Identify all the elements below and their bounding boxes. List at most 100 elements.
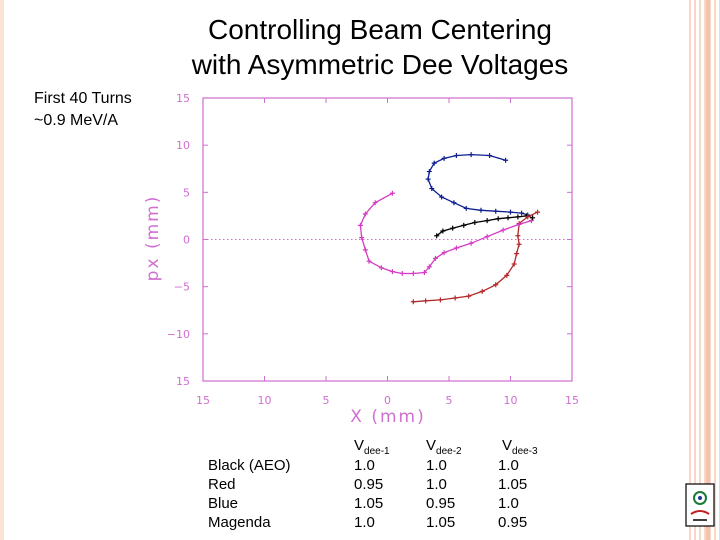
data-point [389,190,395,196]
x-tick-label: 15 [196,394,210,407]
subtitle-line-2: ~0.9 MeV/A [34,112,119,129]
series-1 [434,213,536,239]
data-point [530,215,536,221]
x-tick-label: 5 [446,394,453,407]
data-point [451,200,457,206]
data-point [493,208,499,214]
data-point [493,282,499,288]
data-point [468,152,474,158]
series-label: Blue [208,495,239,512]
vdee3-value: 1.05 [498,476,528,493]
data-point [495,216,501,222]
vdee3-column: Vdee-3 1.0 1.05 1.0 0.95 [498,436,538,532]
data-point [468,240,474,246]
x-tick-label: 10 [258,394,272,407]
y-tick-label: −10 [167,328,190,341]
data-point [441,155,447,161]
data-point [425,176,431,182]
vdee2-value: 1.0 [426,476,447,493]
x-tick-label: 10 [504,394,518,407]
vdee1-column: Vdee-1 1.0 0.95 1.05 1.0 [354,436,390,532]
data-point [504,272,510,278]
vdee1-value: 0.95 [354,476,384,493]
data-point [515,233,521,239]
vdee2-column: Vdee-2 1.0 1.0 0.95 1.05 [426,436,462,532]
data-point [484,218,490,224]
data-point [362,247,368,253]
right-decorative-rail [706,0,710,540]
data-point [487,153,493,159]
data-point [505,215,511,221]
x-tick-label: 0 [384,394,391,407]
vdee3-value: 1.0 [498,495,519,512]
data-point [431,160,437,166]
series-label: Red [208,476,236,493]
series-label-column: Black (AEO) Red Blue Magenda [208,436,291,532]
vdee3-value: 0.95 [498,514,528,531]
y-tick-label: 5 [183,186,190,199]
data-point [514,251,520,257]
data-point [503,157,509,163]
series-label: Magenda [208,514,271,531]
data-point [452,295,458,301]
vdee1-header: Vdee-1 [354,437,390,457]
data-point [516,241,522,247]
data-series [357,152,541,305]
data-point [515,214,521,220]
title-line-2: with Asymmetric Dee Voltages [191,49,569,80]
data-point [441,250,447,256]
data-point [461,222,467,228]
data-point [519,210,525,216]
vdee3-header: Vdee-3 [502,437,538,457]
vdee1-value: 1.05 [354,495,384,512]
data-point [399,270,405,276]
data-point [389,269,395,275]
x-ticks: 15 10 5 0 5 10 15 [196,98,579,407]
data-point [478,207,484,213]
vdee3-value: 1.0 [498,457,519,474]
data-point [421,270,427,276]
data-point [439,194,445,200]
data-point [357,222,363,228]
vdee2-header: Vdee-2 [426,437,462,457]
data-point [528,218,534,224]
data-point [508,209,513,215]
plot-frame [202,97,573,382]
vdee1-value: 1.0 [354,457,375,474]
data-point [372,200,378,206]
data-point [516,221,522,227]
vdee2-value: 1.05 [426,514,456,531]
data-point [463,205,469,211]
y-ticks: 15 10 5 0 −5 −10 15 [167,92,572,388]
series-3 [357,190,534,276]
y-tick-label: 15 [176,92,190,105]
data-point [362,211,368,217]
data-point [511,261,517,267]
y-axis-label: px (mm) [143,195,163,282]
data-point [525,214,531,220]
data-point [429,186,435,192]
data-point [453,153,459,159]
data-point [472,220,478,226]
data-point [366,258,372,264]
subtitle-line-1: First 40 Turns [34,90,132,107]
data-point [434,233,440,239]
x-axis-label: X (mm) [350,407,425,427]
title-line-1: Controlling Beam Centering [208,14,552,45]
corner-logo-icon [685,483,715,527]
data-point [466,293,472,299]
data-point [378,265,384,271]
data-point [423,298,429,304]
data-point [426,264,432,270]
data-point [453,245,459,251]
vdee2-value: 0.95 [426,495,456,512]
vdee1-value: 1.0 [354,514,375,531]
data-point [484,234,490,240]
series-line [359,192,532,275]
slide-subtitle: First 40 Turns ~0.9 MeV/A [34,88,132,132]
data-point [479,288,485,294]
data-point [450,225,456,231]
x-tick-label: 15 [565,394,579,407]
data-point [410,299,416,305]
